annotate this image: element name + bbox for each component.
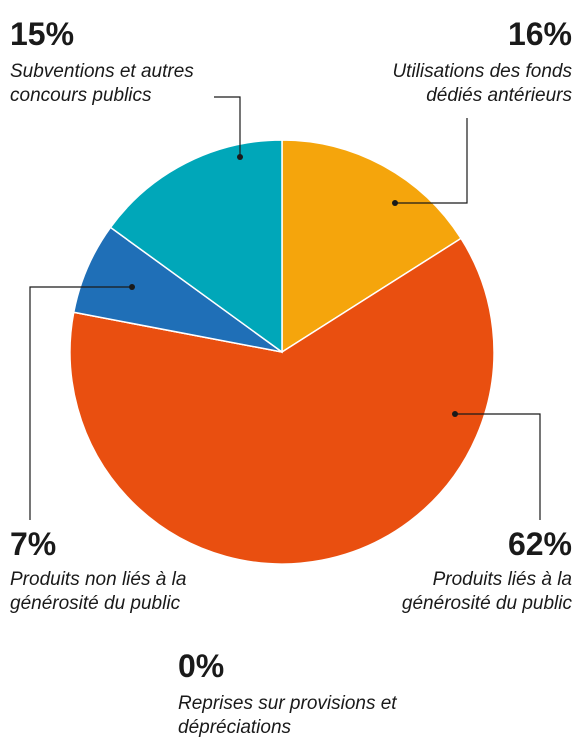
pie-slice: [109, 139, 283, 354]
leader-dot: [452, 411, 458, 417]
pie-slice: [69, 237, 495, 565]
value-label: 0%: [178, 648, 225, 684]
category-label: Reprises sur provisions et dépréciations: [178, 693, 397, 738]
leader-dot: [392, 200, 398, 206]
value-label: 62%: [507, 526, 572, 562]
value-label: 7%: [10, 526, 57, 562]
pie-slice: [281, 139, 463, 354]
value-label: 15%: [10, 16, 75, 52]
category-label: Subventions et autres concours publics: [10, 61, 194, 106]
category-label: Produits non liés à la générosité du pub…: [10, 569, 187, 614]
leader-line: [214, 96, 241, 157]
value-label: 16%: [507, 16, 572, 52]
leader-dot: [237, 154, 243, 160]
leader-line: [455, 413, 541, 520]
leader-line: [29, 286, 132, 520]
leader-line: [395, 118, 468, 204]
category-label: Utilisations des fonds dédiés antérieurs: [392, 61, 572, 106]
category-label: Produits liés à la générosité du public: [401, 569, 572, 614]
leader-dot: [129, 284, 135, 290]
